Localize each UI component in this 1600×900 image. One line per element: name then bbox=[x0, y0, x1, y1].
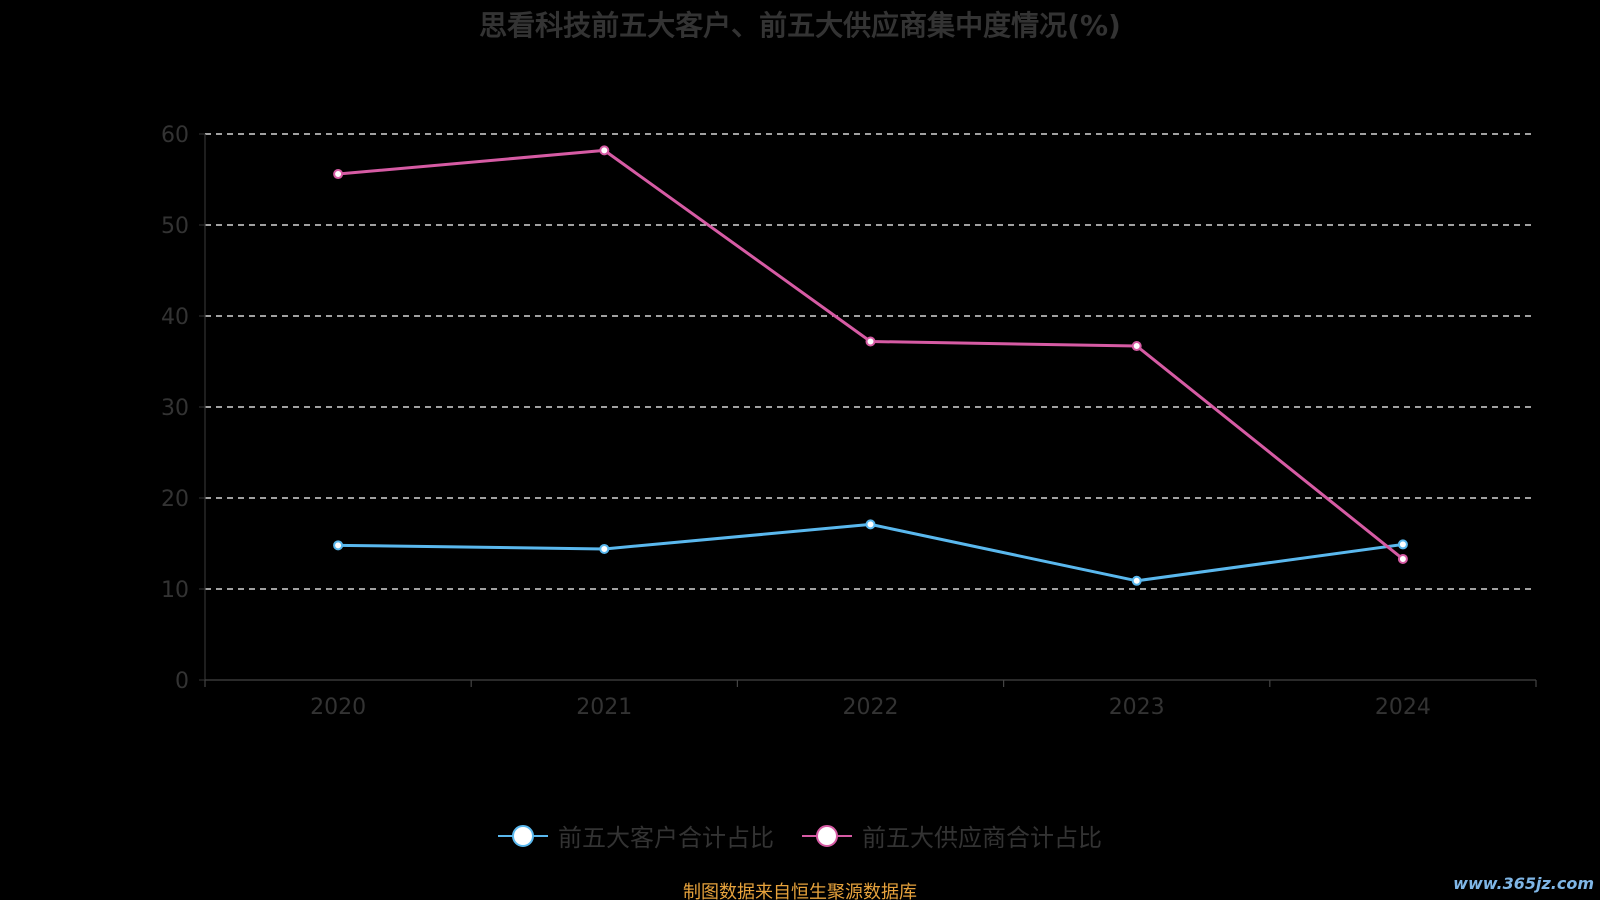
legend-item-customers[interactable]: 前五大客户合计占比 bbox=[498, 818, 774, 853]
series-lines bbox=[333, 145, 1408, 586]
grid-lines bbox=[205, 133, 1536, 590]
x-tick-label-2022: 2022 bbox=[843, 695, 899, 720]
data-point-1-2020[interactable] bbox=[333, 169, 344, 180]
data-point-0-2020[interactable] bbox=[333, 540, 344, 551]
legend-item-suppliers[interactable]: 前五大供应商合计占比 bbox=[802, 818, 1102, 853]
legend-swatch-suppliers bbox=[802, 824, 852, 848]
legend: 前五大客户合计占比 前五大供应商合计占比 bbox=[0, 818, 1600, 853]
x-tick-label-2020: 2020 bbox=[310, 695, 366, 720]
legend-label-suppliers: 前五大供应商合计占比 bbox=[862, 824, 1102, 852]
legend-label-customers: 前五大客户合计占比 bbox=[558, 824, 774, 852]
y-tick-label: 20 bbox=[161, 487, 189, 512]
data-point-1-2023[interactable] bbox=[1131, 341, 1142, 352]
data-point-1-2024[interactable] bbox=[1397, 553, 1408, 564]
data-point-1-2021[interactable] bbox=[599, 145, 610, 156]
data-point-0-2024[interactable] bbox=[1397, 539, 1408, 550]
y-tick-label: 30 bbox=[161, 396, 189, 421]
data-point-0-2021[interactable] bbox=[599, 543, 610, 554]
legend-swatch-customers bbox=[498, 824, 548, 848]
data-point-1-2022[interactable] bbox=[865, 336, 876, 347]
x-tick-label-2023: 2023 bbox=[1109, 695, 1165, 720]
y-tick-label: 10 bbox=[161, 578, 189, 603]
x-tick-label-2024: 2024 bbox=[1375, 695, 1431, 720]
axes: 0 10 20 30 40 50 60 2020 2021 2022 2023 2024 bbox=[161, 123, 1537, 720]
series-line-0 bbox=[338, 522, 1404, 583]
data-point-0-2023[interactable] bbox=[1131, 575, 1142, 586]
y-tick-label: 0 bbox=[175, 669, 189, 694]
y-tick-label: 50 bbox=[161, 214, 189, 239]
data-point-0-2022[interactable] bbox=[865, 519, 876, 530]
x-tick-label-2021: 2021 bbox=[576, 695, 632, 720]
y-tick-label: 60 bbox=[161, 123, 189, 148]
watermark: www.365jz.com bbox=[1453, 874, 1594, 893]
source-note: 制图数据来自恒生聚源数据库 bbox=[683, 882, 917, 900]
chart-title: 思看科技前五大客户、前五大供应商集中度情况(%) bbox=[479, 9, 1121, 42]
y-tick-label: 40 bbox=[161, 305, 189, 330]
